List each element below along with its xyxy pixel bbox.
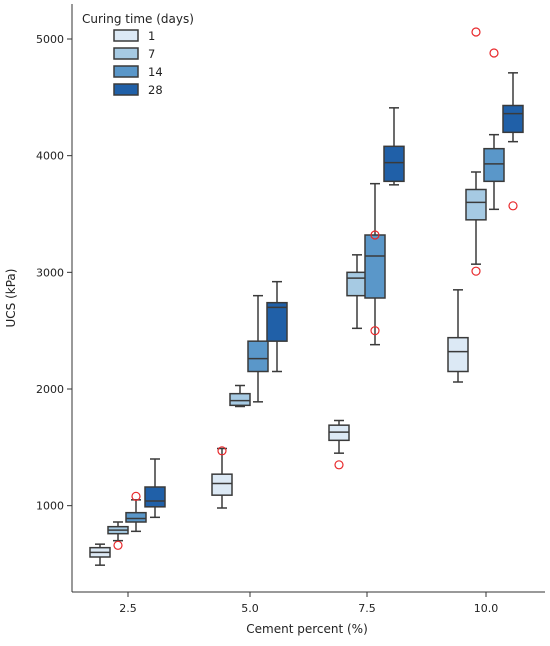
y-tick-label: 4000 [36, 150, 64, 163]
y-tick-label: 1000 [36, 500, 64, 513]
x-tick-label: 2.5 [119, 602, 137, 615]
outlier-point [471, 27, 481, 37]
iqr-box [211, 473, 233, 496]
box-28d-2.5 [144, 458, 166, 519]
box-1d-2.5 [89, 543, 111, 566]
outlier-point [113, 540, 123, 550]
iqr-box [144, 486, 166, 508]
legend-entry-label: 7 [148, 47, 155, 61]
x-tick-label: 5.0 [241, 602, 259, 615]
box-1d-10.0 [447, 289, 469, 383]
legend-swatch [113, 83, 139, 96]
legend-entry-label: 28 [148, 83, 163, 97]
box-14d-5.0 [247, 294, 269, 403]
legend-entry-label: 1 [148, 29, 155, 43]
box-28d-10.0 [502, 72, 524, 211]
plot-area [89, 27, 524, 566]
y-tick-label: 5000 [36, 33, 64, 46]
legend-swatch [113, 47, 139, 60]
box-1d-5.0 [211, 446, 233, 509]
y-axis-title: UCS (kPa) [4, 269, 18, 328]
iqr-box [125, 511, 147, 523]
outlier-point [370, 230, 380, 240]
legend: Curing time (days) 1 7 14 28 [82, 12, 194, 97]
outlier-point [489, 48, 499, 58]
box-1d-7.5 [328, 419, 350, 470]
box-14d-7.5 [364, 182, 386, 346]
outlier-point [508, 201, 518, 211]
legend-title: Curing time (days) [82, 12, 194, 26]
x-tick-label: 10.0 [474, 602, 499, 615]
x-axis-title: Cement percent (%) [246, 622, 368, 636]
iqr-box [502, 104, 524, 134]
outlier-point [217, 446, 227, 456]
legend-swatch [113, 29, 139, 42]
outlier-point [370, 326, 380, 336]
box-7d-5.0 [229, 384, 251, 408]
y-tick-label: 2000 [36, 383, 64, 396]
legend-swatch [113, 65, 139, 78]
iqr-box [247, 340, 269, 373]
box-7d-10.0 [465, 27, 487, 276]
iqr-box [229, 392, 251, 407]
box-28d-7.5 [383, 107, 405, 186]
iqr-box [346, 271, 368, 297]
iqr-box [483, 147, 505, 183]
box-14d-2.5 [125, 491, 147, 533]
iqr-box [383, 145, 405, 183]
outlier-point [334, 460, 344, 470]
box-7d-7.5 [346, 254, 368, 330]
axes: UCS (kPa) Cement percent (%) 1000 2000 300… [4, 4, 545, 636]
x-tick-label: 7.5 [358, 602, 376, 615]
iqr-box [266, 301, 288, 342]
y-tick-label: 3000 [36, 266, 64, 279]
iqr-box [447, 336, 469, 373]
iqr-box [364, 234, 386, 299]
box-14d-10.0 [483, 48, 505, 211]
legend-entry-label: 14 [148, 65, 163, 79]
outlier-point [471, 266, 481, 276]
box-28d-5.0 [266, 280, 288, 373]
outlier-point [131, 491, 141, 501]
iqr-box [465, 188, 487, 221]
box-7d-2.5 [107, 521, 129, 550]
